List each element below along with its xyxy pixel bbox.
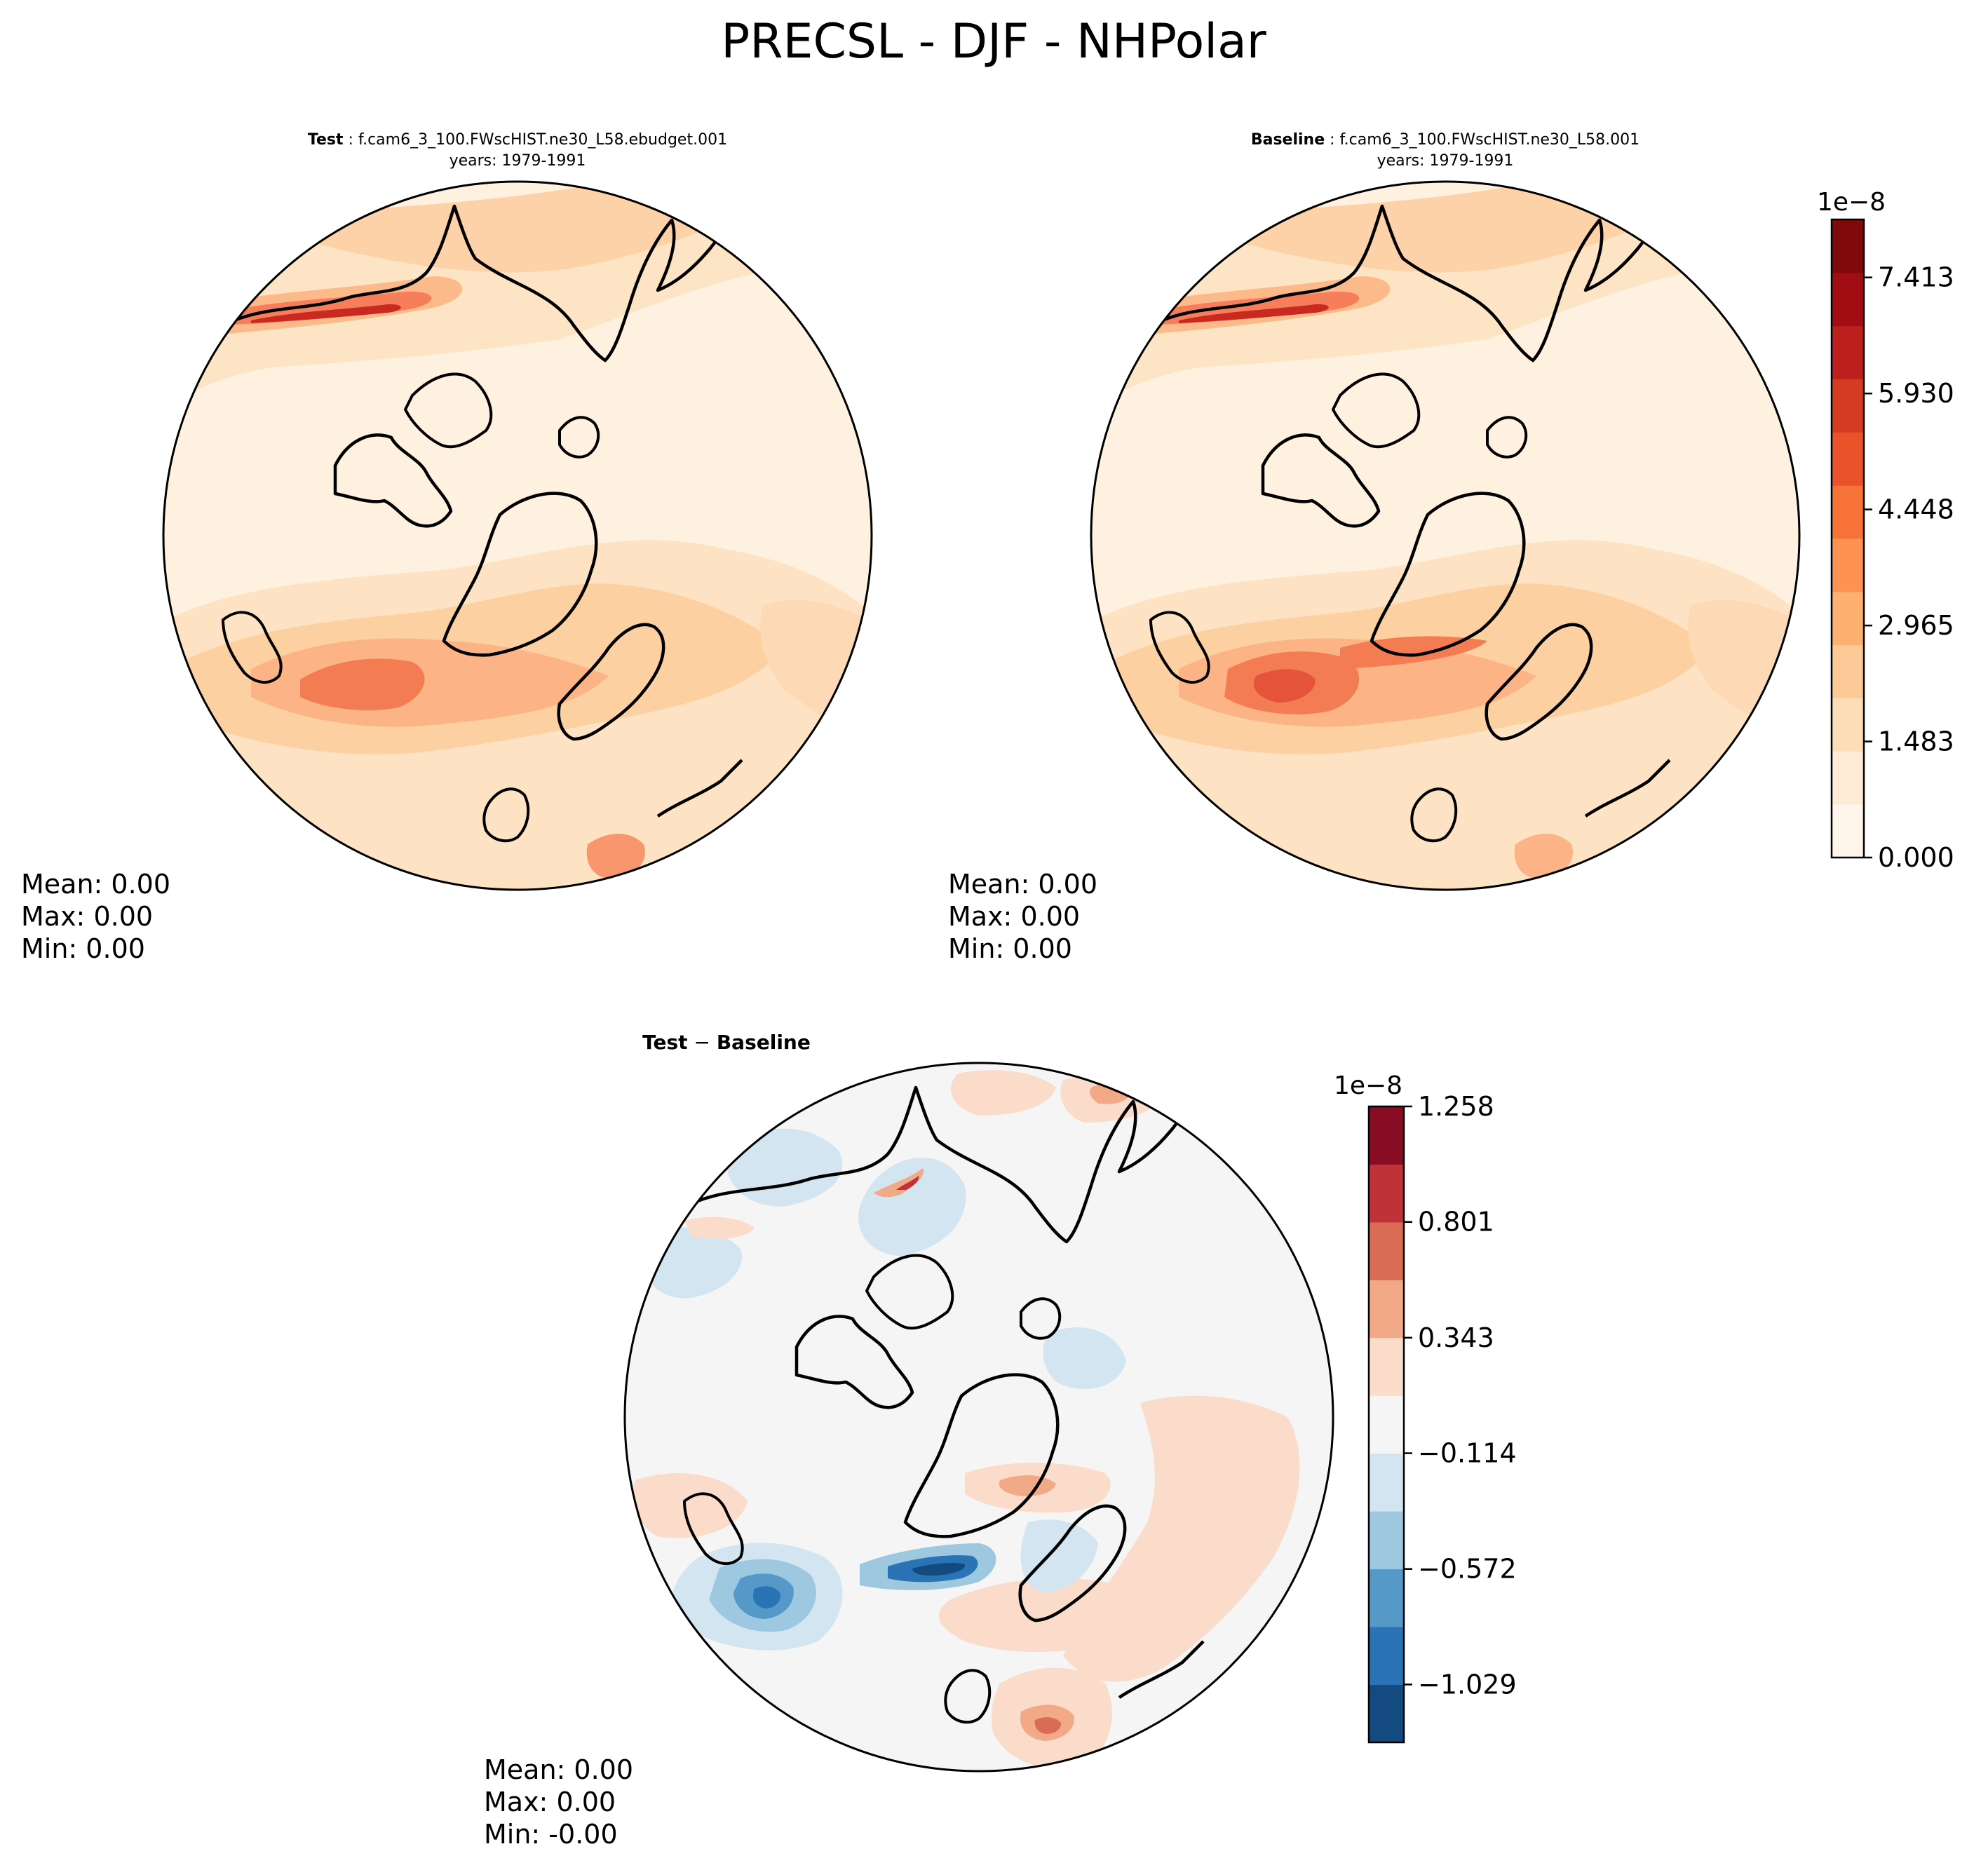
panel-baseline-min: Min: 0.00 [948, 933, 1072, 964]
colorbar-diff-frame [1367, 1105, 1405, 1744]
panel-test-title-rest: f.cam6_3_100.FWscHIST.ne30_L58.ebudget.0… [358, 131, 727, 149]
map-test [163, 182, 872, 890]
panel-test-title-sep: : [344, 131, 358, 149]
colorbar-main-frame [1830, 218, 1865, 859]
colorbar-diff-swatch [1369, 1511, 1404, 1570]
colorbar-main-swatch [1832, 538, 1864, 592]
colorbar-main-swatch [1832, 219, 1864, 273]
map-baseline [1091, 182, 1799, 890]
colorbar-diff-swatch [1369, 1453, 1404, 1512]
colorbar-main-tick-label: 4.448 [1878, 494, 1954, 525]
panel-diff-title-b: Baseline [717, 1031, 811, 1054]
panel-diff-title: Test − Baseline [642, 1031, 811, 1054]
panel-baseline-title-bold: Baseline [1251, 131, 1325, 149]
colorbar-diff-swatch [1369, 1395, 1404, 1454]
colorbar-diff-swatch [1369, 1280, 1404, 1339]
colorbar-diff-swatch [1369, 1221, 1404, 1280]
panel-test-min: Min: 0.00 [21, 933, 145, 964]
colorbar-diff-tick-label: 1.258 [1418, 1091, 1494, 1122]
colorbar-diff-tick-label: −1.029 [1418, 1669, 1517, 1700]
panel-baseline-title-rest: f.cam6_3_100.FWscHIST.ne30_L58.001 [1340, 131, 1640, 149]
colorbar-diff-tick-label: 0.343 [1418, 1322, 1494, 1353]
colorbar-diff-exponent: 1e−8 [1334, 1071, 1402, 1100]
panel-diff-title-a: Test [642, 1031, 687, 1054]
colorbar-diff-swatch [1369, 1627, 1404, 1686]
colorbar-main-swatch [1832, 379, 1864, 433]
colorbar-diff-swatch [1369, 1684, 1404, 1743]
panel-diff: Test − Baseline [484, 1031, 1334, 1850]
colorbar-diff-tick-label: 0.801 [1418, 1207, 1494, 1238]
colorbar-main-swatch [1832, 485, 1864, 539]
panel-test-max: Max: 0.00 [21, 901, 153, 932]
colorbar-main: 1e−8 0.000 1.483 2.965 4.448 5.930 7.413 [1817, 188, 1954, 873]
colorbar-diff-tick-label: −0.572 [1418, 1554, 1517, 1585]
colorbar-diff-swatch [1369, 1337, 1404, 1396]
colorbar-main-swatch [1832, 644, 1864, 698]
map-baseline-boundary [1090, 180, 1801, 891]
panel-diff-mean: Mean: 0.00 [484, 1754, 633, 1785]
panel-test-title: Test : f.cam6_3_100.FWscHIST.ne30_L58.eb… [308, 131, 727, 149]
colorbar-main-swatch [1832, 325, 1864, 379]
colorbar-main-swatch [1832, 751, 1864, 805]
panel-baseline-title: Baseline : f.cam6_3_100.FWscHIST.ne30_L5… [1251, 131, 1639, 149]
colorbar-diff-swatch [1369, 1569, 1404, 1627]
map-test-boundary [162, 180, 873, 891]
colorbar-diff-swatch [1369, 1106, 1404, 1165]
panel-baseline: Baseline : f.cam6_3_100.FWscHIST.ne30_L5… [948, 131, 1801, 964]
map-diff-boundary [623, 1062, 1334, 1773]
colorbar-main-swatch [1832, 432, 1864, 486]
colorbar-main-exponent: 1e−8 [1817, 188, 1886, 217]
panel-test-subtitle: years: 1979-1991 [449, 152, 586, 170]
colorbar-diff-swatch [1369, 1164, 1404, 1223]
colorbar-main-tick-label: 7.413 [1878, 262, 1954, 293]
colorbar-main-swatch [1832, 272, 1864, 327]
colorbar-main-swatch [1832, 591, 1864, 646]
colorbar-main-tick-label: 0.000 [1878, 842, 1954, 873]
colorbar-diff: 1e−8 1.258 0.801 0.343 −0.114 −0.572 −1.029 [1334, 1071, 1517, 1744]
panel-baseline-title-sep: : [1325, 131, 1339, 149]
colorbar-main-tick-label: 1.483 [1878, 726, 1954, 757]
suptitle: PRECSL - DJF - NHPolar [721, 14, 1266, 69]
panel-diff-max: Max: 0.00 [484, 1787, 616, 1817]
panel-test: Test : f.cam6_3_100.FWscHIST.ne30_L58.eb… [21, 131, 873, 964]
colorbar-main-tick-label: 2.965 [1878, 610, 1954, 641]
panel-baseline-max: Max: 0.00 [948, 901, 1080, 932]
panel-baseline-mean: Mean: 0.00 [948, 869, 1097, 900]
panel-diff-min: Min: -0.00 [484, 1819, 618, 1850]
colorbar-main-swatch [1832, 804, 1864, 858]
panel-test-title-bold: Test [308, 131, 344, 149]
panel-diff-title-op: − [688, 1031, 717, 1054]
colorbar-main-swatch [1832, 698, 1864, 752]
panel-test-mean: Mean: 0.00 [21, 869, 170, 900]
panel-baseline-subtitle: years: 1979-1991 [1377, 152, 1514, 170]
colorbar-diff-tick-label: −0.114 [1418, 1438, 1517, 1469]
map-diff [625, 1063, 1333, 1771]
colorbar-main-tick-label: 5.930 [1878, 378, 1954, 409]
